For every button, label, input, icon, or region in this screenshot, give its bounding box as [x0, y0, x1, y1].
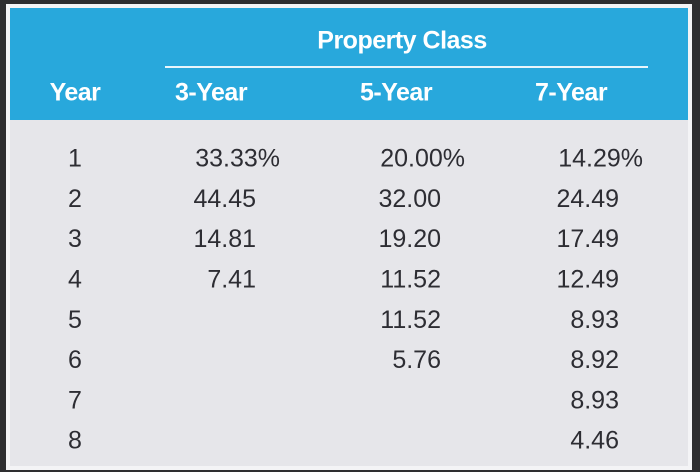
table-cell: 8.93 [570, 306, 619, 334]
table-cell: 3 [68, 225, 82, 253]
table-cell: 17.49 [556, 225, 619, 253]
table-cell: 8.92 [570, 346, 619, 374]
column-header: 3-Year [175, 79, 248, 107]
table-cell: 5.76 [392, 346, 441, 374]
table-cell: 8.93 [570, 386, 619, 414]
column-header: 7-Year [535, 79, 608, 107]
table-cell: 7.41 [207, 266, 256, 294]
table-cell: 11.52 [380, 306, 441, 334]
table-cell: 19.20 [378, 225, 441, 253]
table-cell: 7 [68, 386, 82, 414]
table-cell: 4.46 [570, 427, 619, 455]
table-cell: 12.49 [556, 266, 619, 294]
table-cell: 8 [68, 427, 82, 455]
table-cell: 24.49 [556, 185, 619, 213]
table-cell: 4 [68, 266, 82, 294]
table-cell: 5 [68, 306, 82, 334]
table-cell: 6 [68, 346, 82, 374]
header-band [10, 8, 688, 120]
column-header: 5-Year [360, 79, 433, 107]
table-cell: 11.52 [380, 266, 441, 294]
table-cell: 32.00 [378, 185, 441, 213]
table-cell: 33.33% [195, 145, 280, 173]
table-cell: 1 [68, 145, 82, 173]
table-cell: 14.81 [193, 225, 256, 253]
body-band [10, 120, 688, 466]
column-header: Year [50, 79, 102, 107]
table-cell: 44.45 [193, 185, 256, 213]
table-cell: 2 [68, 185, 82, 213]
group-title: Property Class [317, 27, 486, 55]
table-cell: 20.00% [380, 145, 465, 173]
table-cell: 14.29% [558, 145, 643, 173]
